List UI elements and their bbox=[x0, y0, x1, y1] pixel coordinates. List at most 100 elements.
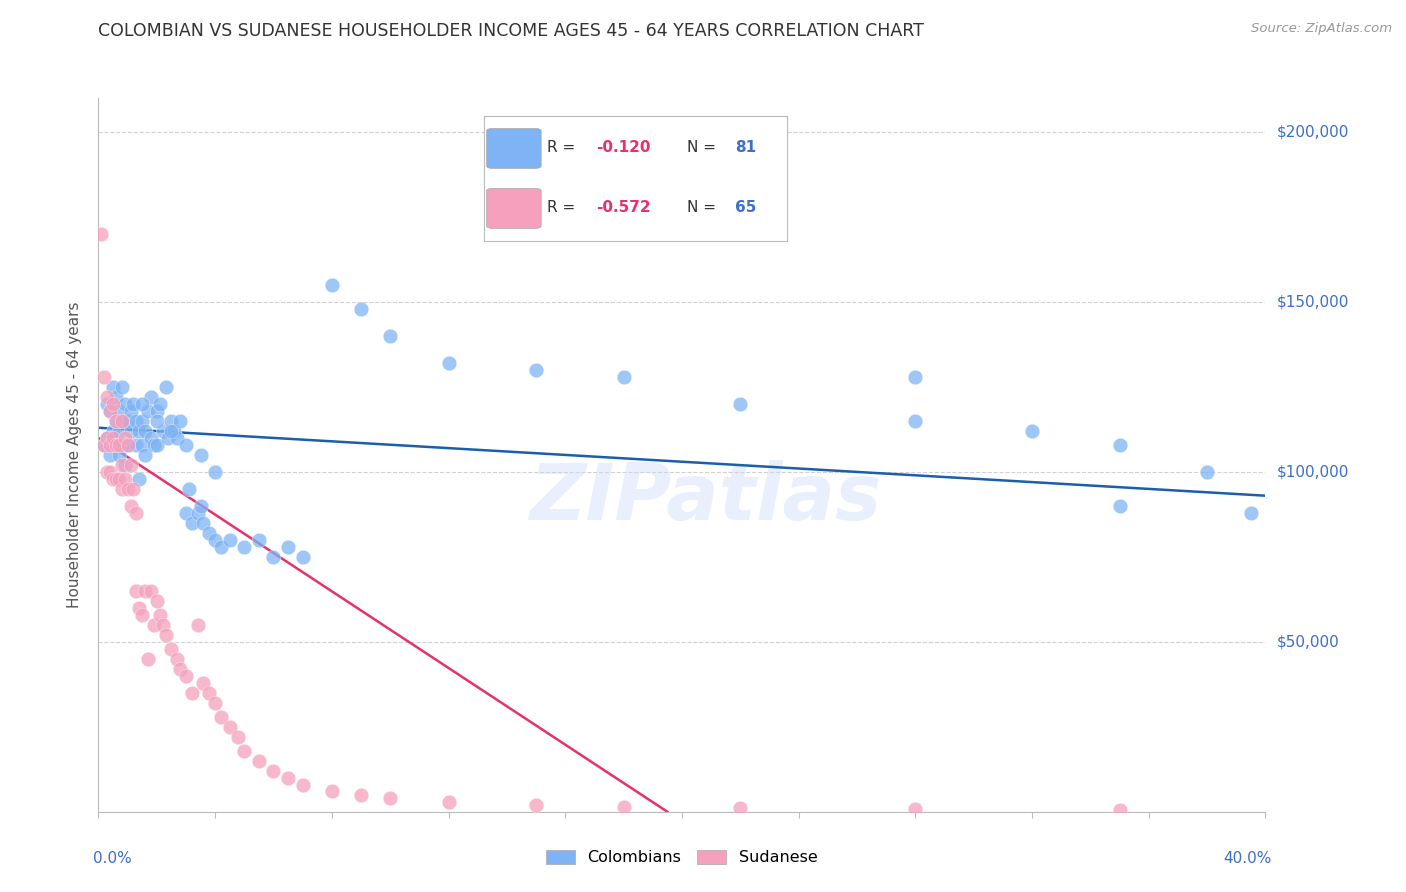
Point bbox=[193, 516, 215, 530]
Point bbox=[134, 583, 156, 598]
Point bbox=[128, 472, 150, 486]
Point bbox=[160, 641, 183, 656]
Point bbox=[142, 438, 165, 452]
Point bbox=[93, 369, 115, 384]
Point bbox=[142, 617, 165, 632]
Point bbox=[1240, 506, 1263, 520]
Point bbox=[136, 652, 159, 666]
Point bbox=[104, 414, 127, 428]
Point bbox=[117, 438, 139, 452]
Point bbox=[108, 438, 131, 452]
Point bbox=[96, 431, 118, 445]
Point bbox=[152, 617, 174, 632]
Point bbox=[136, 403, 159, 417]
Text: $150,000: $150,000 bbox=[1277, 294, 1348, 310]
Text: $100,000: $100,000 bbox=[1277, 465, 1348, 479]
Point bbox=[104, 414, 127, 428]
Point bbox=[247, 533, 270, 547]
Point bbox=[139, 583, 162, 598]
Point bbox=[111, 438, 134, 452]
Point bbox=[437, 795, 460, 809]
Point bbox=[204, 465, 226, 479]
Point bbox=[160, 414, 183, 428]
Point bbox=[378, 791, 402, 805]
Point bbox=[187, 617, 209, 632]
Point bbox=[524, 797, 547, 812]
Point bbox=[291, 778, 314, 792]
Point bbox=[1108, 499, 1130, 513]
Point bbox=[117, 414, 139, 428]
Point bbox=[262, 549, 284, 564]
Point bbox=[612, 369, 634, 384]
Point bbox=[125, 506, 148, 520]
Point bbox=[125, 414, 148, 428]
Point bbox=[98, 403, 121, 417]
Point bbox=[1108, 438, 1130, 452]
Point bbox=[209, 709, 232, 723]
Point bbox=[104, 438, 127, 452]
Point bbox=[350, 301, 373, 316]
Point bbox=[163, 424, 186, 438]
Point bbox=[108, 448, 131, 462]
Point bbox=[128, 424, 150, 438]
Point bbox=[174, 669, 197, 683]
Text: $200,000: $200,000 bbox=[1277, 125, 1348, 140]
Point bbox=[101, 438, 124, 452]
Point bbox=[96, 431, 118, 445]
Point bbox=[904, 369, 927, 384]
Point bbox=[134, 424, 156, 438]
Point bbox=[104, 390, 127, 404]
Point bbox=[128, 600, 150, 615]
Point bbox=[117, 482, 139, 496]
Point bbox=[155, 380, 177, 394]
Point bbox=[108, 472, 131, 486]
Point bbox=[139, 390, 162, 404]
Point bbox=[155, 628, 177, 642]
Point bbox=[93, 438, 115, 452]
Point bbox=[149, 397, 172, 411]
Point bbox=[174, 438, 197, 452]
Point bbox=[111, 414, 134, 428]
Point bbox=[98, 448, 121, 462]
Point bbox=[1021, 424, 1043, 438]
Point bbox=[98, 465, 121, 479]
Point bbox=[378, 329, 402, 343]
Point bbox=[108, 424, 131, 438]
Point bbox=[131, 414, 153, 428]
Text: COLOMBIAN VS SUDANESE HOUSEHOLDER INCOME AGES 45 - 64 YEARS CORRELATION CHART: COLOMBIAN VS SUDANESE HOUSEHOLDER INCOME… bbox=[98, 22, 924, 40]
Point bbox=[131, 397, 153, 411]
Point bbox=[160, 424, 183, 438]
Point bbox=[146, 403, 169, 417]
Point bbox=[131, 438, 153, 452]
Point bbox=[120, 458, 142, 472]
Point bbox=[120, 499, 142, 513]
Point bbox=[180, 516, 202, 530]
Point bbox=[612, 799, 634, 814]
Point bbox=[101, 431, 124, 445]
Point bbox=[190, 499, 212, 513]
Point bbox=[139, 431, 162, 445]
Point bbox=[125, 438, 148, 452]
Point bbox=[193, 675, 215, 690]
Point bbox=[174, 506, 197, 520]
Point bbox=[169, 414, 191, 428]
Point bbox=[114, 397, 136, 411]
Point bbox=[198, 686, 221, 700]
Point bbox=[1108, 803, 1130, 817]
Point bbox=[90, 227, 112, 241]
Point bbox=[96, 465, 118, 479]
Point bbox=[218, 533, 240, 547]
Point bbox=[125, 583, 148, 598]
Text: Source: ZipAtlas.com: Source: ZipAtlas.com bbox=[1251, 22, 1392, 36]
Point bbox=[104, 438, 127, 452]
Point bbox=[209, 540, 232, 554]
Point bbox=[104, 472, 127, 486]
Point bbox=[114, 431, 136, 445]
Point bbox=[321, 278, 343, 293]
Point bbox=[114, 458, 136, 472]
Point bbox=[101, 424, 124, 438]
Point bbox=[96, 390, 118, 404]
Point bbox=[122, 482, 145, 496]
Point bbox=[190, 448, 212, 462]
Point bbox=[117, 438, 139, 452]
